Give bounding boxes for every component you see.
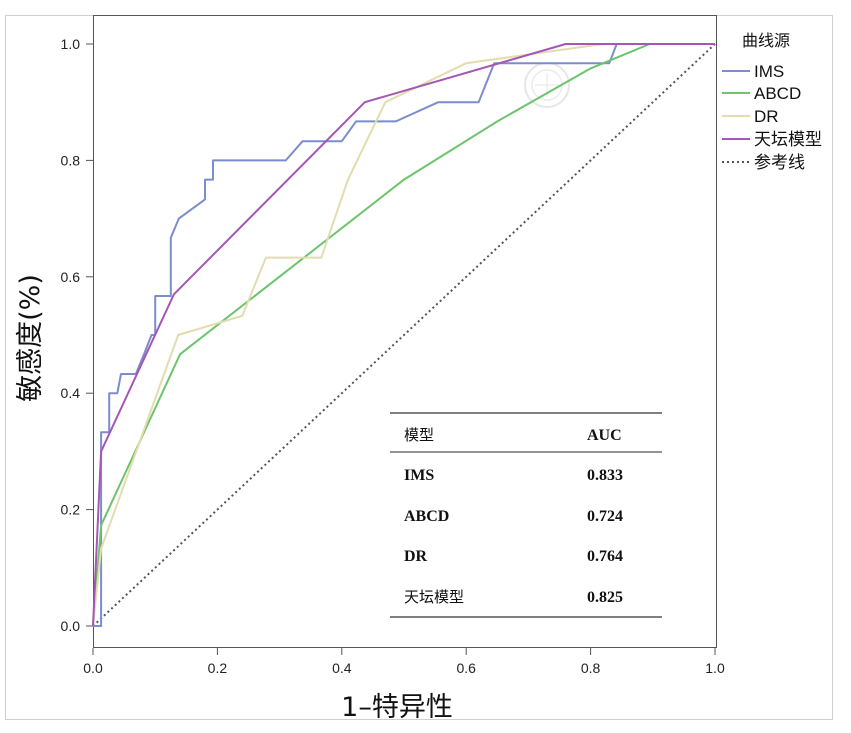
table-cell-auc: 0.833 [587, 467, 623, 484]
series-line-ims [93, 43, 715, 627]
x-tick-label: 0.6 [456, 660, 476, 676]
table-header-model: 模型 [404, 426, 434, 444]
x-axis-label: 1–特异性 [341, 692, 453, 723]
y-axis-ticks: 0.0 0.2 0.4 0.6 0.8 1.0 [61, 36, 93, 634]
table-cell-auc: 0.764 [587, 548, 623, 565]
series-line-dr [92, 43, 715, 627]
y-tick-label: 0.8 [61, 152, 81, 168]
series-lines [92, 43, 716, 627]
x-axis-ticks: 0.0 0.2 0.4 0.6 0.8 1.0 [83, 648, 725, 676]
table-cell-model: DR [404, 548, 428, 565]
table-cell-model: 天坛模型 [404, 588, 464, 606]
legend: 曲线源 IMS ABCD DR 天坛模型 参考线 [722, 31, 822, 172]
x-tick-label: 0.2 [208, 660, 228, 676]
series-line-abcd [92, 43, 715, 627]
table-cell-auc: 0.825 [587, 589, 623, 606]
y-tick-label: 0.4 [61, 385, 81, 401]
table-header-auc: AUC [587, 427, 622, 444]
legend-label-reference: 参考线 [754, 153, 805, 172]
table-cell-auc: 0.724 [587, 508, 623, 525]
x-tick-label: 0.4 [332, 660, 352, 676]
y-tick-label: 1.0 [61, 36, 81, 52]
legend-label-tiantan: 天坛模型 [754, 130, 822, 149]
legend-label-dr: DR [754, 107, 779, 126]
x-tick-label: 0.8 [581, 660, 601, 676]
y-tick-label: 0.0 [61, 618, 81, 634]
y-tick-label: 0.6 [61, 269, 81, 285]
legend-label-abcd: ABCD [754, 84, 801, 103]
legend-title: 曲线源 [742, 31, 790, 50]
x-tick-label: 1.0 [705, 660, 725, 676]
auc-table: 模型 AUC IMS 0.833 ABCD 0.724 DR 0.764 天坛模… [390, 412, 662, 618]
table-cell-model: IMS [404, 467, 434, 484]
plot-area [93, 15, 717, 648]
series-line-series-3 [92, 43, 715, 627]
table-cell-model: ABCD [404, 508, 449, 525]
x-tick-label: 0.0 [83, 660, 103, 676]
reference-line [92, 43, 716, 627]
y-tick-label: 0.2 [61, 502, 81, 518]
y-axis-label: 敏感度(%) [15, 274, 46, 402]
legend-label-ims: IMS [754, 62, 784, 81]
